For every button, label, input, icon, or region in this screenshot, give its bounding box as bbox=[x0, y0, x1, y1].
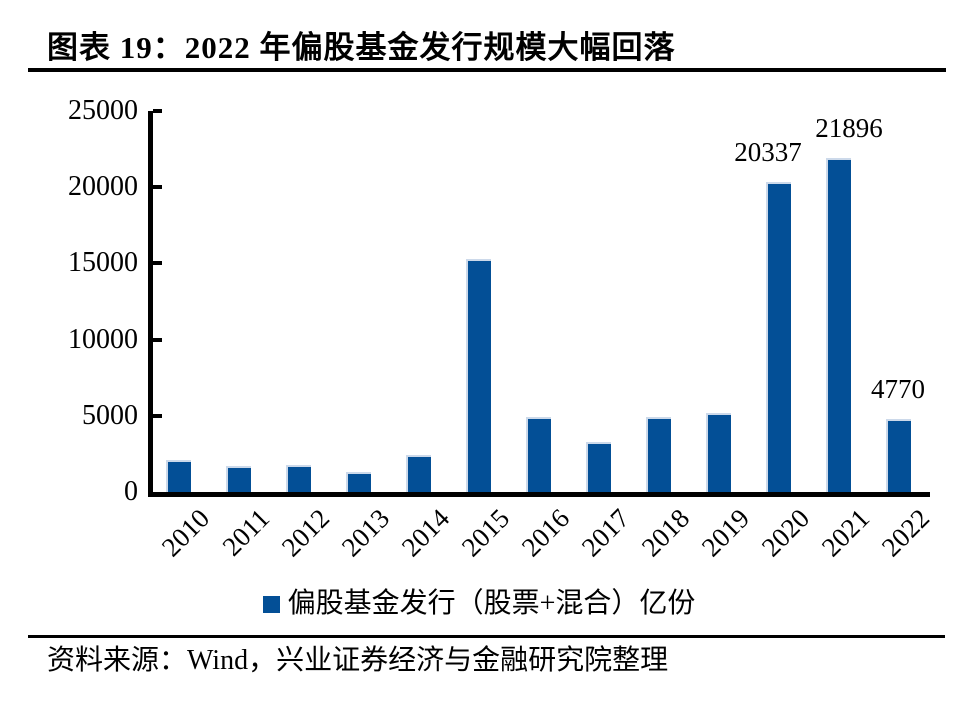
x-tick-label-2022: 2022 bbox=[875, 503, 936, 563]
bar-2018 bbox=[646, 417, 671, 492]
x-tick-label-2019: 2019 bbox=[695, 503, 756, 563]
data-label-2022: 4770 bbox=[871, 374, 925, 404]
title-rule bbox=[28, 68, 946, 72]
y-axis-tick bbox=[153, 337, 162, 342]
y-axis-tick bbox=[153, 413, 162, 418]
x-tick-label-2016: 2016 bbox=[515, 503, 576, 563]
x-tick-label-2010: 2010 bbox=[155, 503, 216, 563]
source-note: 资料来源：Wind，兴业证券经济与金融研究院整理 bbox=[47, 645, 669, 676]
bar-2015 bbox=[466, 259, 491, 492]
y-tick-label: 0 bbox=[124, 476, 138, 507]
legend: 偏股基金发行（股票+混合）亿份 bbox=[0, 589, 958, 619]
data-label-2020: 20337 bbox=[734, 137, 802, 167]
bar-2021 bbox=[826, 158, 851, 492]
bar-2014 bbox=[406, 455, 431, 492]
bar-2011 bbox=[226, 466, 251, 492]
x-tick-label-2013: 2013 bbox=[335, 503, 396, 563]
x-tick-label-2020: 2020 bbox=[755, 503, 816, 563]
y-axis-line bbox=[148, 111, 153, 497]
x-tick-label-2021: 2021 bbox=[815, 503, 876, 563]
legend-marker-square-icon bbox=[262, 595, 280, 613]
bar-2013 bbox=[346, 472, 371, 492]
bar-chart: 0 5000 10000 15000 20000 25000 2010 2011 2012 201… bbox=[68, 95, 936, 563]
x-tick-label-2014: 2014 bbox=[395, 503, 456, 563]
data-label-2021: 21896 bbox=[815, 113, 883, 143]
y-tick-label: 15000 bbox=[68, 247, 138, 279]
source-rule bbox=[28, 635, 945, 638]
y-tick-label: 25000 bbox=[68, 95, 138, 126]
y-axis-tick bbox=[153, 109, 162, 113]
y-axis-tick bbox=[153, 261, 162, 266]
bar-2016 bbox=[526, 417, 551, 492]
y-tick-label: 10000 bbox=[68, 323, 138, 355]
bar-2017 bbox=[586, 442, 611, 492]
y-tick-label: 5000 bbox=[82, 399, 138, 431]
x-tick-label-2017: 2017 bbox=[575, 503, 636, 563]
bar-2012 bbox=[286, 465, 311, 492]
bar-2020 bbox=[766, 182, 791, 492]
y-axis-tick bbox=[153, 185, 162, 190]
x-tick-label-2012: 2012 bbox=[275, 503, 336, 563]
legend-label: 偏股基金发行（股票+混合）亿份 bbox=[287, 588, 696, 619]
bar-2022 bbox=[886, 419, 911, 492]
y-tick-label: 20000 bbox=[68, 171, 138, 203]
x-tick-label-2018: 2018 bbox=[635, 503, 696, 563]
bar-2010 bbox=[166, 460, 191, 492]
figure-title: 图表 19：2022 年偏股基金发行规模大幅回落 bbox=[47, 30, 676, 65]
x-tick-label-2015: 2015 bbox=[455, 503, 516, 563]
bar-2019 bbox=[706, 413, 731, 492]
x-axis-line bbox=[148, 492, 930, 497]
x-tick-label-2011: 2011 bbox=[216, 503, 276, 562]
